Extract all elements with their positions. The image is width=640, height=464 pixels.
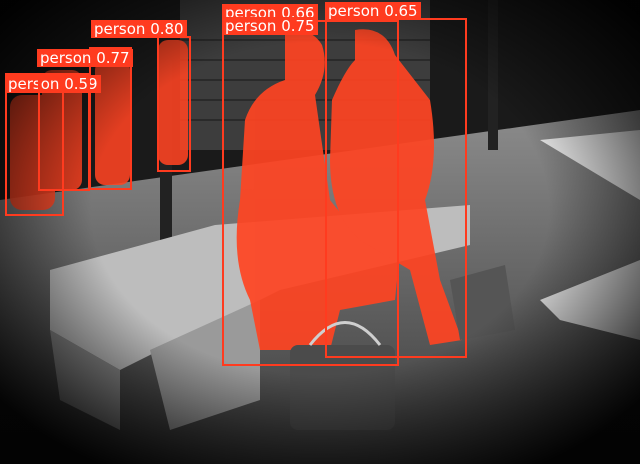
detection-box: person 0.80 bbox=[91, 20, 191, 172]
detection-label: person 0.80 bbox=[91, 20, 187, 38]
detection-score: 0.65 bbox=[384, 2, 418, 20]
detection-class: person bbox=[225, 17, 277, 35]
detection-score: 0.80 bbox=[150, 20, 184, 38]
detection-label: person 0.75 bbox=[222, 17, 318, 35]
detection-score: 0.77 bbox=[96, 49, 130, 67]
detection-class: person bbox=[94, 20, 146, 38]
detection-label: person 0.77 bbox=[37, 49, 133, 67]
detection-score: 0.75 bbox=[281, 17, 315, 35]
detection-box: person 0.75 bbox=[222, 17, 318, 53]
detection-class: person bbox=[40, 49, 92, 67]
detection-class: person bbox=[328, 2, 380, 20]
detection-label: person 0.65 bbox=[325, 2, 421, 20]
detection-class: person bbox=[8, 75, 60, 93]
detection-box bbox=[38, 73, 90, 191]
detection-box: person 0.65 bbox=[325, 2, 467, 358]
detection-box: person 0.77 bbox=[37, 47, 133, 190]
